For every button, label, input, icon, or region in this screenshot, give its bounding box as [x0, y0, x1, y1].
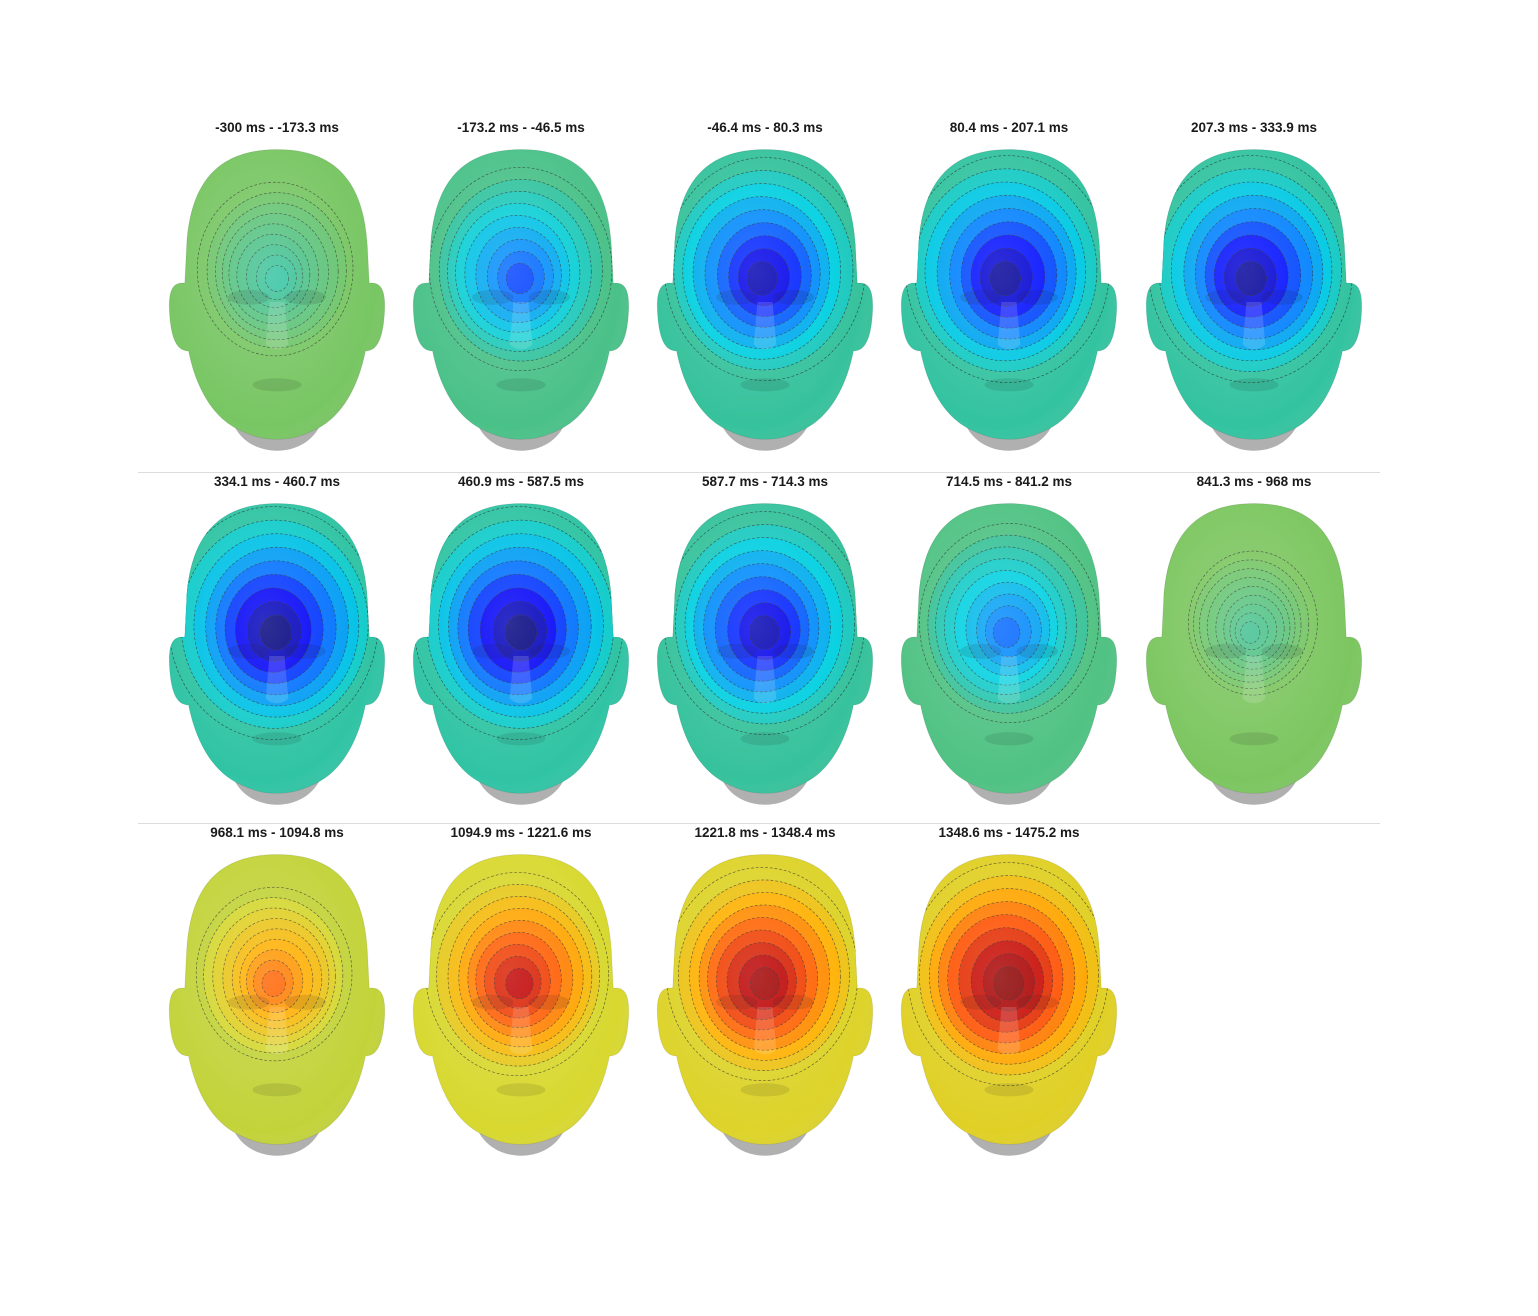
- head-outline: [168, 854, 386, 1145]
- row-divider: [138, 823, 1380, 824]
- panel-time-window-label: 714.5 ms - 841.2 ms: [945, 474, 1073, 489]
- head-shading: [901, 503, 1117, 794]
- head-outline: [656, 854, 874, 1145]
- panel-time-window-label: 80.4 ms - 207.1 ms: [949, 120, 1069, 135]
- head-shading: [1146, 503, 1362, 794]
- head-topography-map: [1145, 503, 1363, 805]
- head-topography-map: [412, 149, 630, 451]
- head-shading: [169, 854, 385, 1145]
- head-outline: [656, 149, 874, 440]
- topography-panel: -300 ms - -173.3 ms: [157, 120, 397, 470]
- head-topography-map: [1145, 149, 1363, 451]
- head-shading: [901, 854, 1117, 1145]
- topography-panel: -173.2 ms - -46.5 ms: [401, 120, 641, 470]
- panel-time-window-label: 1348.6 ms - 1475.2 ms: [938, 825, 1080, 840]
- panel-time-window-label: 460.9 ms - 587.5 ms: [457, 474, 585, 489]
- head-shading: [1146, 149, 1362, 440]
- head-outline: [656, 503, 874, 794]
- head-topography-map: [900, 149, 1118, 451]
- head-outline: [168, 149, 386, 440]
- head-outline: [412, 503, 630, 794]
- head-topography-map: [656, 149, 874, 451]
- topography-panel: -46.4 ms - 80.3 ms: [645, 120, 885, 470]
- head-topography-map: [168, 149, 386, 451]
- head-topography-map: [900, 503, 1118, 805]
- panel-time-window-label: -46.4 ms - 80.3 ms: [707, 120, 823, 135]
- head-outline: [1145, 503, 1363, 794]
- head-outline: [1145, 149, 1363, 440]
- head-topography-map: [412, 503, 630, 805]
- topography-panel: 460.9 ms - 587.5 ms: [401, 474, 641, 824]
- head-shading: [657, 149, 873, 440]
- panel-time-window-label: 334.1 ms - 460.7 ms: [213, 474, 341, 489]
- head-outline: [412, 854, 630, 1145]
- head-outline: [168, 503, 386, 794]
- head-outline: [412, 149, 630, 440]
- topography-panel: 334.1 ms - 460.7 ms: [157, 474, 397, 824]
- panel-time-window-label: -300 ms - -173.3 ms: [215, 120, 339, 135]
- head-topography-map: [656, 503, 874, 805]
- topography-panel: 714.5 ms - 841.2 ms: [889, 474, 1129, 824]
- head-outline: [900, 503, 1118, 794]
- head-topography-map: [412, 854, 630, 1156]
- head-shading: [901, 149, 1117, 440]
- panel-time-window-label: 207.3 ms - 333.9 ms: [1190, 120, 1318, 135]
- panel-time-window-label: -173.2 ms - -46.5 ms: [457, 120, 585, 135]
- topography-panel: 587.7 ms - 714.3 ms: [645, 474, 885, 824]
- head-topography-map: [168, 854, 386, 1156]
- head-shading: [657, 854, 873, 1145]
- head-shading: [413, 149, 629, 440]
- topography-panel: 1348.6 ms - 1475.2 ms: [889, 825, 1129, 1175]
- panel-time-window-label: 1094.9 ms - 1221.6 ms: [450, 825, 592, 840]
- head-shading: [413, 854, 629, 1145]
- head-shading: [657, 503, 873, 794]
- topography-panel: 207.3 ms - 333.9 ms: [1134, 120, 1374, 470]
- panel-time-window-label: 587.7 ms - 714.3 ms: [701, 474, 829, 489]
- topography-panel: 80.4 ms - 207.1 ms: [889, 120, 1129, 470]
- row-divider: [138, 472, 1380, 473]
- panel-time-window-label: 1221.8 ms - 1348.4 ms: [694, 825, 836, 840]
- head-topography-map: [900, 854, 1118, 1156]
- topography-panel: 968.1 ms - 1094.8 ms: [157, 825, 397, 1175]
- head-outline: [900, 854, 1118, 1145]
- panel-time-window-label: 841.3 ms - 968 ms: [1196, 474, 1312, 489]
- head-shading: [169, 149, 385, 440]
- topography-panel: 1221.8 ms - 1348.4 ms: [645, 825, 885, 1175]
- head-shading: [413, 503, 629, 794]
- topography-panel: 1094.9 ms - 1221.6 ms: [401, 825, 641, 1175]
- head-topography-map: [656, 854, 874, 1156]
- head-topography-map: [168, 503, 386, 805]
- topography-panel: 841.3 ms - 968 ms: [1134, 474, 1374, 824]
- head-shading: [169, 503, 385, 794]
- panel-time-window-label: 968.1 ms - 1094.8 ms: [210, 825, 344, 840]
- head-outline: [900, 149, 1118, 440]
